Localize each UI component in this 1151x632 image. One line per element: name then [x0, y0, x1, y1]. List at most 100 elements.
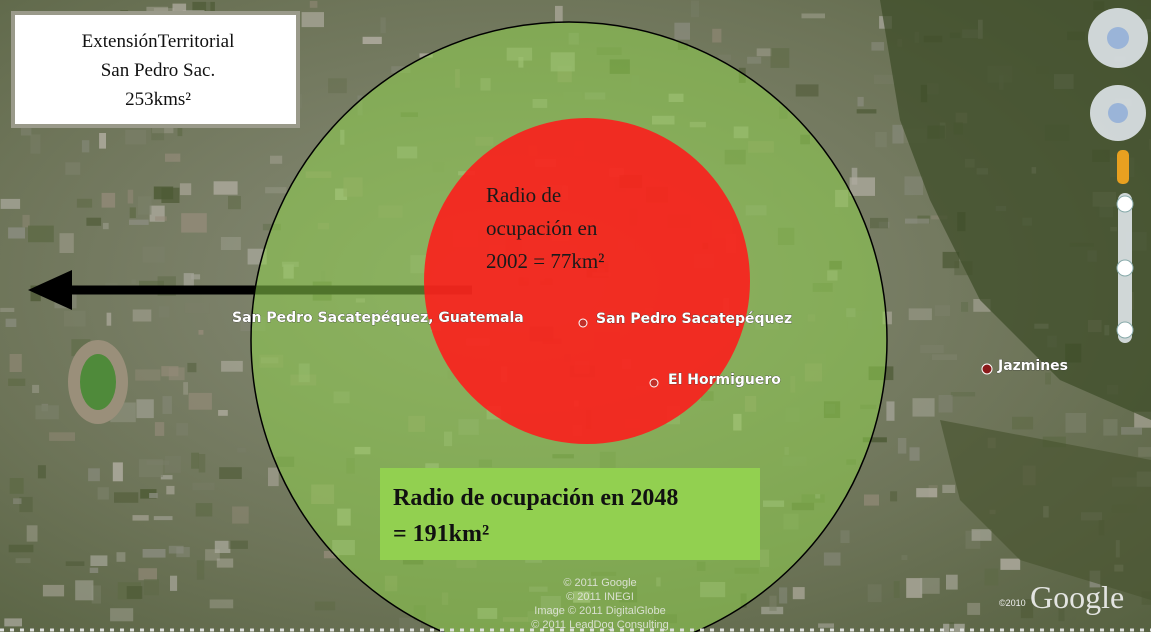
texture-patch [125, 130, 146, 145]
texture-patch [771, 48, 790, 68]
texture-patch [961, 302, 968, 312]
texture-patch [77, 199, 92, 208]
texture-patch [1066, 413, 1087, 433]
zoom-thumb[interactable] [1117, 260, 1133, 276]
texture-patch [219, 467, 242, 479]
texture-patch [1121, 427, 1142, 435]
texture-patch [86, 218, 101, 226]
texture-patch [841, 530, 850, 543]
attribution: Image © 2011 DigitalGlobe [534, 605, 665, 617]
look-control-center[interactable] [1107, 27, 1129, 49]
texture-patch [103, 223, 109, 229]
texture-patch [1, 199, 21, 209]
texture-patch [129, 220, 149, 225]
texture-patch [909, 308, 932, 320]
texture-patch [265, 187, 286, 193]
map-view: San Pedro Sacatepéquez, Guatemala San Pe… [0, 0, 1151, 632]
texture-patch [310, 1, 318, 8]
texture-patch [6, 319, 17, 327]
texture-patch [187, 363, 196, 372]
texture-patch [151, 127, 164, 141]
place-label: Jazmines [997, 358, 1068, 374]
texture-patch [868, 584, 882, 602]
texture-patch [237, 448, 246, 453]
texture-patch [674, 23, 690, 40]
texture-patch [98, 487, 109, 499]
place-marker [982, 364, 992, 374]
texture-patch [30, 134, 40, 153]
texture-patch [712, 29, 721, 43]
texture-patch [951, 392, 975, 397]
info-box-text: 253kms² [125, 89, 191, 110]
place-label: San Pedro Sacatepéquez, Guatemala [232, 310, 524, 326]
texture-patch [35, 405, 59, 419]
texture-patch [161, 366, 178, 376]
zoom-out[interactable] [1117, 322, 1133, 338]
texture-patch [82, 140, 89, 152]
texture-patch [769, 596, 776, 611]
texture-patch [972, 529, 992, 541]
texture-patch [943, 252, 960, 268]
texture-patch [229, 541, 248, 549]
texture-patch [796, 84, 819, 96]
texture-patch [32, 385, 39, 393]
texture-patch [793, 587, 805, 599]
texture-patch [199, 454, 206, 473]
texture-patch [138, 196, 152, 214]
texture-patch [169, 546, 184, 554]
texture-patch [38, 465, 46, 478]
green-box-text: = 191km² [393, 521, 489, 547]
texture-patch [858, 97, 864, 107]
texture-patch [906, 578, 922, 598]
place-marker [579, 319, 587, 327]
texture-patch [779, 587, 787, 603]
red-circle-text: 2002 = 77km² [486, 249, 604, 273]
texture-patch [870, 218, 888, 228]
texture-patch [939, 395, 953, 413]
place-label: El Hormiguero [668, 372, 781, 388]
texture-patch [210, 600, 234, 609]
texture-patch [10, 354, 22, 372]
texture-patch [890, 491, 897, 501]
texture-patch [191, 453, 199, 469]
move-control-center[interactable] [1108, 103, 1128, 123]
texture-patch [139, 459, 163, 477]
texture-patch [920, 345, 944, 353]
texture-patch [916, 488, 937, 497]
texture-patch [27, 525, 38, 541]
stadium-field [80, 354, 116, 410]
texture-patch [555, 6, 563, 23]
street-view-pegman[interactable] [1117, 150, 1129, 184]
texture-patch [102, 193, 116, 208]
texture-patch [183, 382, 188, 395]
texture-patch [90, 555, 107, 566]
texture-patch [824, 553, 841, 566]
texture-patch [1138, 447, 1151, 457]
texture-patch [886, 401, 894, 420]
texture-patch [99, 133, 106, 149]
texture-patch [691, 1, 699, 18]
texture-patch [192, 483, 214, 491]
zoom-in[interactable] [1117, 196, 1133, 212]
texture-patch [117, 552, 126, 562]
texture-patch [155, 422, 164, 436]
texture-patch [871, 42, 884, 51]
texture-patch [892, 125, 903, 144]
texture-patch [196, 503, 213, 516]
texture-patch [65, 162, 80, 175]
texture-patch [328, 78, 347, 93]
texture-patch [163, 396, 172, 414]
texture-patch [864, 495, 879, 506]
texture-patch [23, 215, 30, 227]
texture-patch [13, 498, 21, 504]
texture-patch [185, 303, 210, 313]
logo-year: ©2010 [999, 598, 1026, 608]
texture-patch [155, 216, 167, 220]
texture-patch [130, 207, 136, 218]
texture-patch [894, 581, 900, 598]
texture-patch [214, 181, 238, 194]
texture-patch [228, 196, 241, 209]
texture-patch [802, 14, 826, 19]
texture-patch [199, 330, 204, 335]
texture-patch [875, 132, 887, 147]
